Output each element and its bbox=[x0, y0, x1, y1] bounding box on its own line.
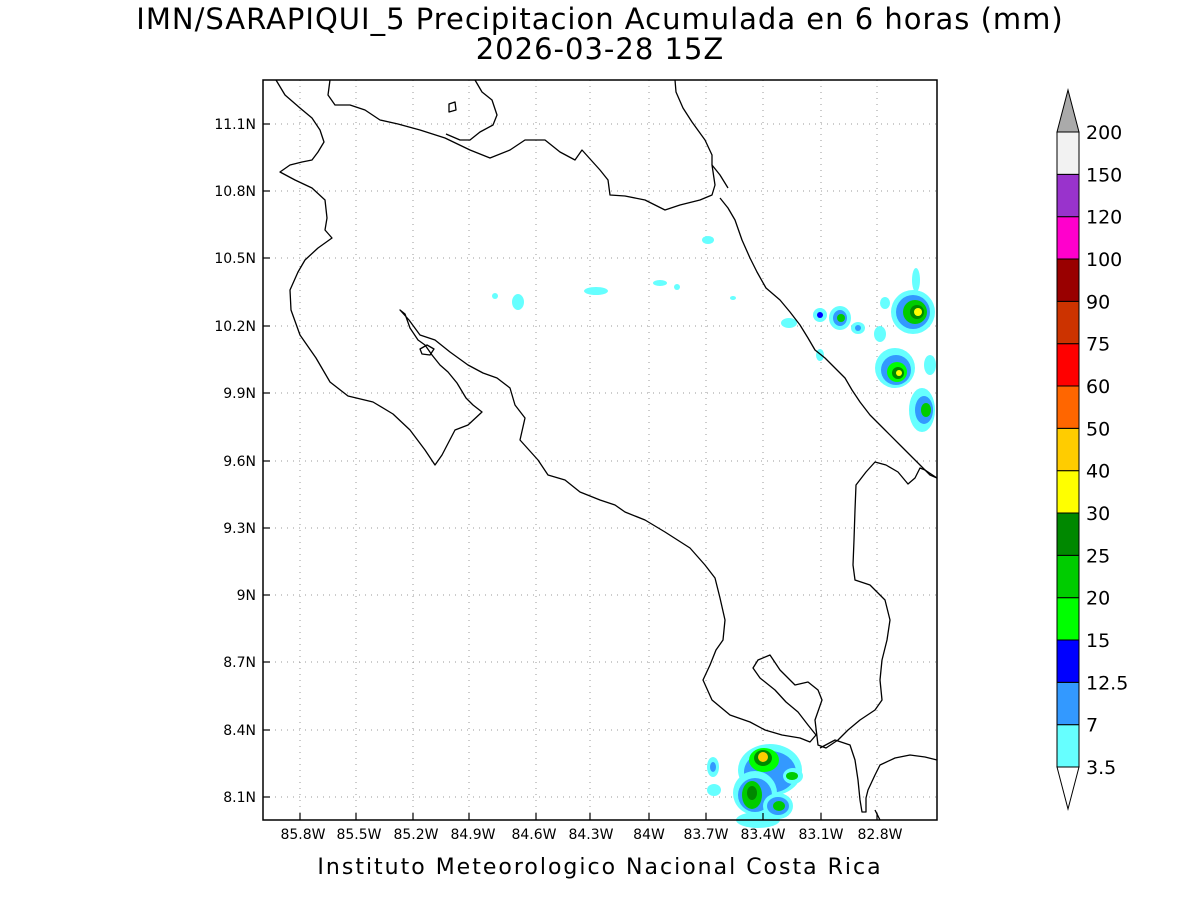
legend-swatch bbox=[1056, 343, 1080, 387]
lat-label: 8.4N bbox=[223, 723, 256, 739]
lat-label: 9.9N bbox=[223, 386, 256, 402]
legend-label: 15 bbox=[1086, 630, 1110, 652]
legend-label: 90 bbox=[1086, 291, 1110, 313]
legend-swatch bbox=[1056, 554, 1080, 599]
legend-swatch bbox=[1056, 258, 1080, 302]
legend-low-arrow bbox=[1056, 766, 1080, 811]
color-legend: 3.5 7 12.5 15 20 25 30 40 50 60 75 90 100 120 150 200 bbox=[1056, 88, 1128, 811]
footer-credit: Instituto Meteorologico Nacional Costa R… bbox=[317, 855, 883, 880]
lon-label: 84.6W bbox=[511, 827, 556, 843]
lat-label: 9N bbox=[237, 588, 256, 604]
map-timestamp: 2026-03-28 15Z bbox=[475, 32, 725, 66]
legend-swatch bbox=[1056, 131, 1080, 175]
legend-label: 25 bbox=[1086, 545, 1110, 567]
legend-high-arrow bbox=[1056, 88, 1080, 133]
lat-label: 9.6N bbox=[223, 454, 256, 470]
map-grid bbox=[263, 80, 937, 820]
lon-label: 85.8W bbox=[280, 827, 325, 843]
legend-label: 12.5 bbox=[1086, 672, 1128, 694]
axis-ticks bbox=[263, 123, 878, 820]
lon-label: 83.4W bbox=[740, 827, 785, 843]
lon-label: 83.1W bbox=[798, 827, 843, 843]
lat-label: 9.3N bbox=[223, 521, 256, 537]
legend-swatch bbox=[1056, 639, 1080, 683]
lat-label: 10.8N bbox=[214, 184, 256, 200]
lat-label: 10.2N bbox=[214, 319, 256, 335]
legend-swatch bbox=[1056, 427, 1080, 472]
lat-label: 8.1N bbox=[223, 790, 256, 806]
legend-swatch bbox=[1056, 300, 1080, 345]
lon-label: 84.9W bbox=[450, 827, 495, 843]
lon-label: 84.3W bbox=[568, 827, 613, 843]
legend-swatch bbox=[1056, 216, 1080, 260]
legend-swatch bbox=[1056, 724, 1080, 768]
legend-label: 75 bbox=[1086, 334, 1110, 356]
lon-labels: 85.8W 85.5W 85.2W 84.9W 84.6W 84.3W 84W … bbox=[280, 827, 902, 843]
legend-label: 7 bbox=[1086, 715, 1098, 737]
legend-swatch bbox=[1056, 470, 1080, 514]
legend-label: 200 bbox=[1086, 122, 1122, 144]
legend-label: 60 bbox=[1086, 376, 1110, 398]
legend-swatch bbox=[1056, 385, 1080, 429]
lat-label: 8.7N bbox=[223, 655, 256, 671]
lon-label: 84W bbox=[633, 827, 665, 843]
lon-label: 85.5W bbox=[336, 827, 381, 843]
lat-label: 11.1N bbox=[214, 117, 256, 133]
lon-label: 85.2W bbox=[393, 827, 438, 843]
legend-swatch bbox=[1056, 512, 1080, 556]
legend-swatch bbox=[1056, 597, 1080, 641]
map-frame bbox=[262, 79, 938, 821]
lat-label: 10.5N bbox=[214, 251, 256, 267]
legend-label: 50 bbox=[1086, 418, 1110, 440]
legend-swatch bbox=[1056, 681, 1080, 726]
precipitation-areas bbox=[492, 236, 936, 828]
legend-label: 3.5 bbox=[1086, 757, 1116, 779]
legend-swatch bbox=[1056, 173, 1080, 218]
lat-labels: 11.1N 10.8N 10.5N 10.2N 9.9N 9.6N 9.3N 9… bbox=[214, 117, 256, 806]
lon-label: 83.7W bbox=[683, 827, 728, 843]
legend-label: 100 bbox=[1086, 249, 1122, 271]
coastlines bbox=[275, 79, 938, 821]
map-title: IMN/SARAPIQUI_5 Precipitacion Acumulada … bbox=[136, 2, 1064, 36]
legend-label: 20 bbox=[1086, 588, 1110, 610]
legend-label: 40 bbox=[1086, 461, 1110, 483]
legend-label: 150 bbox=[1086, 164, 1122, 186]
legend-label: 30 bbox=[1086, 503, 1110, 525]
legend-label: 120 bbox=[1086, 207, 1122, 229]
lon-label: 82.8W bbox=[857, 827, 902, 843]
